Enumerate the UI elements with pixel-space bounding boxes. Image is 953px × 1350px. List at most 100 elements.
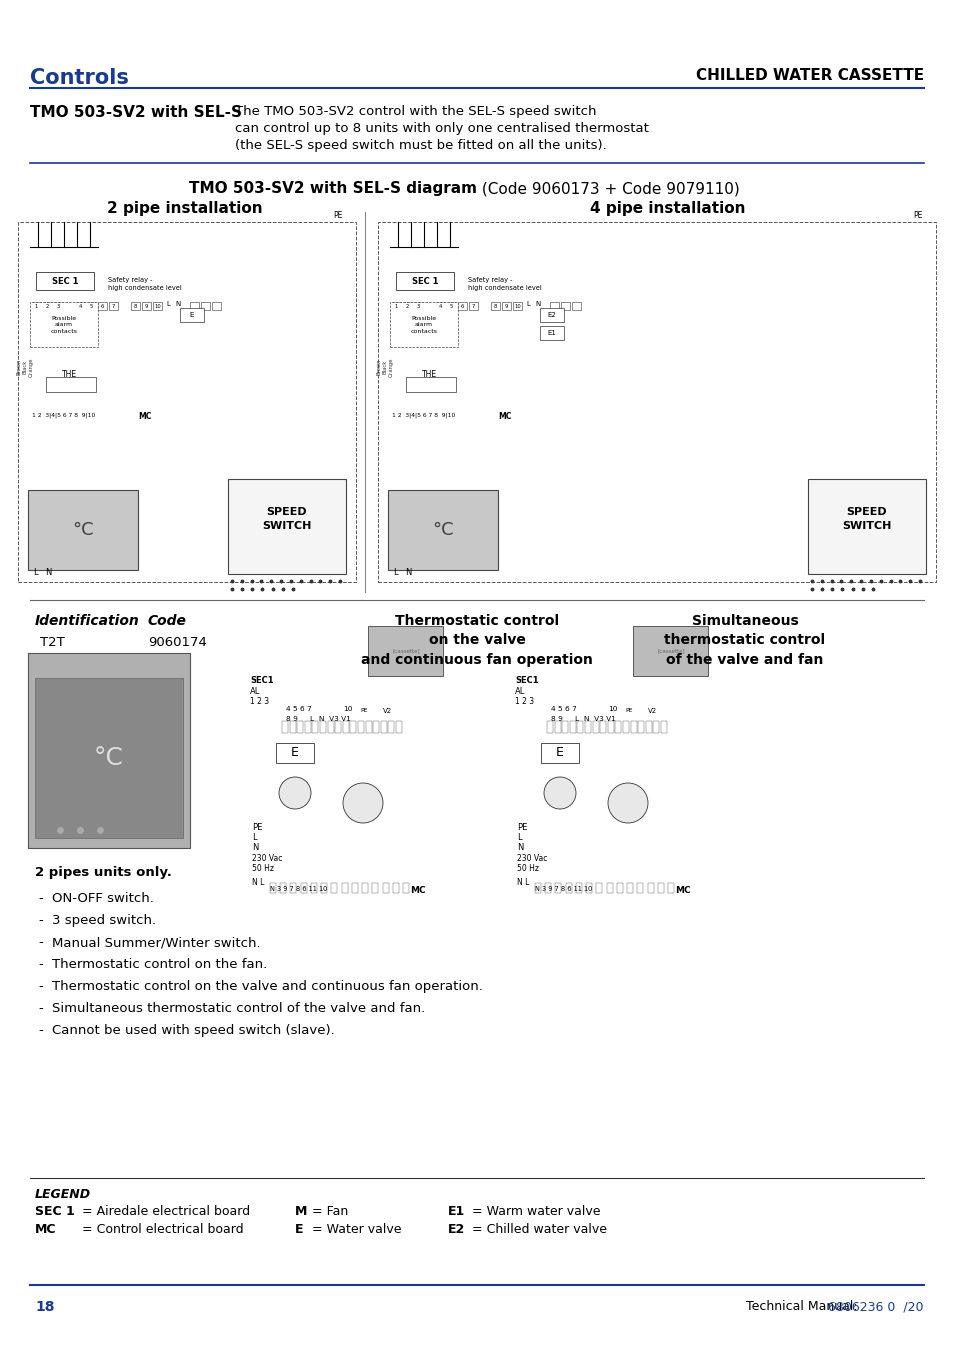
Circle shape	[278, 778, 311, 809]
Bar	[282, 721, 288, 733]
Bar	[469, 302, 477, 311]
Bar	[576, 883, 581, 892]
Text: Safety relay -: Safety relay -	[108, 277, 152, 284]
Bar	[388, 721, 394, 733]
Circle shape	[543, 778, 576, 809]
Text: L: L	[252, 833, 256, 842]
Text: 7: 7	[112, 304, 115, 309]
Bar	[395, 271, 454, 290]
Bar	[304, 721, 311, 733]
Text: MC: MC	[35, 1223, 56, 1237]
Bar	[201, 302, 210, 311]
Text: L  N  V3 V1: L N V3 V1	[575, 716, 616, 722]
Text: (Code 9060173 + Code 9079110): (Code 9060173 + Code 9079110)	[476, 181, 739, 196]
Text: 8 9: 8 9	[551, 716, 562, 722]
Text: 18: 18	[35, 1300, 54, 1314]
Bar	[18, 221, 355, 582]
Bar	[592, 721, 598, 733]
Bar	[392, 302, 400, 311]
Bar	[190, 302, 199, 311]
Bar	[513, 302, 521, 311]
Text: L: L	[33, 568, 37, 576]
Bar	[491, 302, 499, 311]
Text: 10: 10	[607, 706, 617, 711]
Text: 10: 10	[154, 304, 161, 309]
Bar	[546, 721, 553, 733]
Text: N L: N L	[517, 878, 529, 887]
Text: 8: 8	[133, 304, 137, 309]
Bar	[577, 721, 583, 733]
Bar	[280, 883, 286, 892]
Text: PE: PE	[517, 824, 527, 832]
Text: Simultaneous thermostatic control of the valve and fan.: Simultaneous thermostatic control of the…	[52, 1002, 425, 1015]
Bar	[98, 302, 107, 311]
Bar	[275, 743, 314, 763]
Bar	[28, 490, 138, 570]
Bar	[660, 721, 666, 733]
Text: E2: E2	[448, 1223, 465, 1237]
Text: -: -	[38, 1025, 43, 1037]
Text: 4: 4	[79, 304, 82, 309]
Bar	[335, 721, 341, 733]
Text: 50 Hz: 50 Hz	[252, 864, 274, 873]
Text: 1 2  3|4|5 6 7 8  9|10: 1 2 3|4|5 6 7 8 9|10	[32, 412, 95, 417]
Text: THE: THE	[422, 370, 437, 379]
Text: 3: 3	[57, 304, 60, 309]
Bar	[406, 377, 456, 392]
Text: Thermostatic control on the fan.: Thermostatic control on the fan.	[52, 958, 267, 971]
Text: LEGEND: LEGEND	[35, 1188, 91, 1202]
Text: L  N  V3 V1: L N V3 V1	[310, 716, 351, 722]
Text: Identification: Identification	[35, 614, 139, 628]
Text: ON-OFF switch.: ON-OFF switch.	[52, 892, 153, 904]
Bar	[350, 721, 356, 733]
Text: = Water valve: = Water valve	[312, 1223, 401, 1237]
Text: CHILLED WATER CASSETTE: CHILLED WATER CASSETTE	[695, 68, 923, 82]
Text: 6: 6	[101, 304, 104, 309]
Bar	[539, 325, 563, 340]
Text: MC: MC	[410, 886, 425, 895]
Text: MC: MC	[675, 886, 690, 895]
Text: E: E	[190, 312, 194, 319]
Text: °C: °C	[72, 521, 93, 539]
Bar	[300, 883, 306, 892]
Bar	[447, 302, 456, 311]
Bar	[290, 883, 296, 892]
Bar	[645, 721, 651, 733]
Bar	[35, 678, 183, 838]
Bar	[212, 302, 221, 311]
Bar	[545, 883, 551, 892]
Text: -: -	[38, 914, 43, 927]
Bar	[554, 721, 560, 733]
Bar	[393, 883, 398, 892]
Bar	[180, 308, 204, 323]
Bar	[596, 883, 601, 892]
Bar	[555, 883, 561, 892]
Bar	[142, 302, 151, 311]
Bar	[319, 721, 326, 733]
Text: E2: E2	[547, 312, 556, 319]
Bar	[32, 302, 41, 311]
Text: E: E	[291, 747, 298, 760]
Bar	[569, 721, 576, 733]
Text: TMO 503-SV2 with SEL-S: TMO 503-SV2 with SEL-S	[30, 105, 242, 120]
Bar	[380, 721, 386, 733]
Bar	[357, 721, 364, 733]
Bar	[572, 302, 580, 311]
Text: 10: 10	[514, 304, 520, 309]
Bar	[327, 721, 334, 733]
Bar	[617, 883, 622, 892]
Text: Thermostatic control on the valve and continuous fan operation.: Thermostatic control on the valve and co…	[52, 980, 482, 994]
Bar	[28, 653, 190, 848]
Bar	[87, 302, 96, 311]
Text: 4 pipe installation: 4 pipe installation	[590, 201, 745, 216]
Bar	[637, 883, 642, 892]
Bar	[584, 721, 590, 733]
Text: = Airedale electrical board: = Airedale electrical board	[82, 1206, 250, 1218]
Text: Possible
alarm
contacts: Possible alarm contacts	[51, 316, 77, 333]
Text: 2: 2	[405, 304, 409, 309]
Bar	[373, 721, 378, 733]
Text: TMO 503-SV2 with SEL-S diagram: TMO 503-SV2 with SEL-S diagram	[189, 181, 476, 196]
Bar	[382, 883, 388, 892]
Text: E1: E1	[547, 329, 556, 336]
Text: SEC 1: SEC 1	[35, 1206, 74, 1218]
